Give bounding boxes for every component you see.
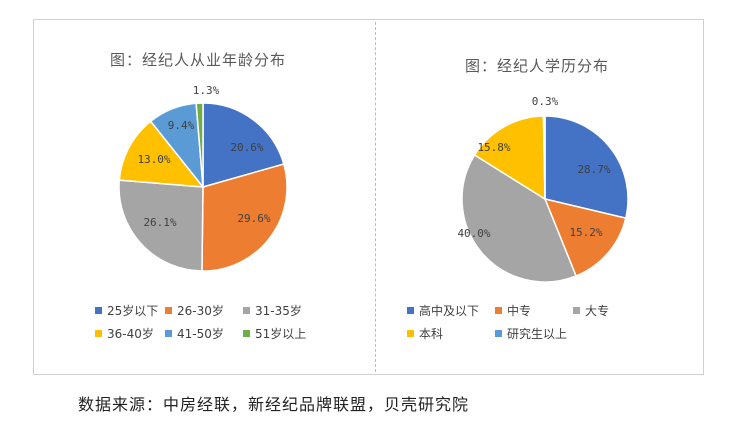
age-data-label-3: 13.0% <box>137 153 170 166</box>
legend-label: 51岁以上 <box>255 327 307 341</box>
education-data-label-0: 28.7% <box>577 163 610 176</box>
age-legend-item-3: 36-40岁 <box>95 325 154 342</box>
age-data-label-4: 9.4% <box>168 119 195 132</box>
legend-label: 26-30岁 <box>177 304 224 318</box>
education-pie-slice-3 <box>473 115 546 201</box>
age-data-label-0: 20.6% <box>230 141 263 154</box>
age-data-label-2: 26.1% <box>143 216 176 229</box>
education-legend-item-3: 本科 <box>407 325 443 342</box>
legend-label: 25岁以下 <box>107 304 159 318</box>
data-source-note: 数据来源：中房经联，新经纪品牌联盟，贝壳研究院 <box>78 395 470 414</box>
legend-label: 高中及以下 <box>419 304 480 318</box>
age-pie-slice-3 <box>118 120 205 188</box>
education-pie-slice-2 <box>461 153 578 283</box>
education-legend-item-2: 大专 <box>573 302 609 319</box>
age-pie-slice-2 <box>118 179 204 272</box>
legend-label: 中专 <box>507 304 532 318</box>
age-data-label-5: 1.3% <box>193 84 220 97</box>
legend-label: 本科 <box>419 327 444 341</box>
legend-label: 研究生以上 <box>507 327 568 341</box>
legend-swatch <box>407 307 414 314</box>
education-pie-slice-4 <box>542 115 546 200</box>
age-legend-item-5: 51岁以上 <box>243 325 306 342</box>
legend-label: 大专 <box>585 304 610 318</box>
education-data-label-2: 40.0% <box>457 227 490 240</box>
education-legend-item-4: 研究生以上 <box>495 325 567 342</box>
education-chart-title: 图：经纪人学历分布 <box>465 57 610 75</box>
education-data-label-3: 15.8% <box>477 141 510 154</box>
legend-swatch <box>243 307 250 314</box>
education-pie-slice-1 <box>543 197 627 277</box>
legend-label: 41-50岁 <box>177 327 224 341</box>
education-data-label-1: 15.2% <box>569 226 602 239</box>
age-legend-item-1: 26-30岁 <box>165 302 224 319</box>
age-legend-item-0: 25岁以下 <box>95 302 158 319</box>
legend-label: 31-35岁 <box>255 304 302 318</box>
chart-divider <box>375 22 376 372</box>
age-legend-item-4: 41-50岁 <box>165 325 224 342</box>
legend-swatch <box>243 330 250 337</box>
legend-swatch <box>165 330 172 337</box>
age-data-label-1: 29.6% <box>237 212 270 225</box>
education-pie-slice-0 <box>544 115 629 220</box>
age-chart-title: 图：经纪人从业年龄分布 <box>110 51 287 69</box>
legend-swatch <box>573 307 580 314</box>
legend-swatch <box>95 330 102 337</box>
education-legend-item-1: 中专 <box>495 302 531 319</box>
education-legend-item-0: 高中及以下 <box>407 302 479 319</box>
legend-swatch <box>495 307 502 314</box>
legend-swatch <box>165 307 172 314</box>
age-pie-slice-0 <box>202 102 285 188</box>
legend-swatch <box>407 330 414 337</box>
age-pie-slice-5 <box>195 102 204 188</box>
age-pie-slice-1 <box>201 163 288 272</box>
legend-swatch <box>95 307 102 314</box>
education-data-label-4: 0.3% <box>532 95 559 108</box>
legend-label: 36-40岁 <box>107 327 154 341</box>
legend-swatch <box>495 330 502 337</box>
age-legend-item-2: 31-35岁 <box>243 302 302 319</box>
